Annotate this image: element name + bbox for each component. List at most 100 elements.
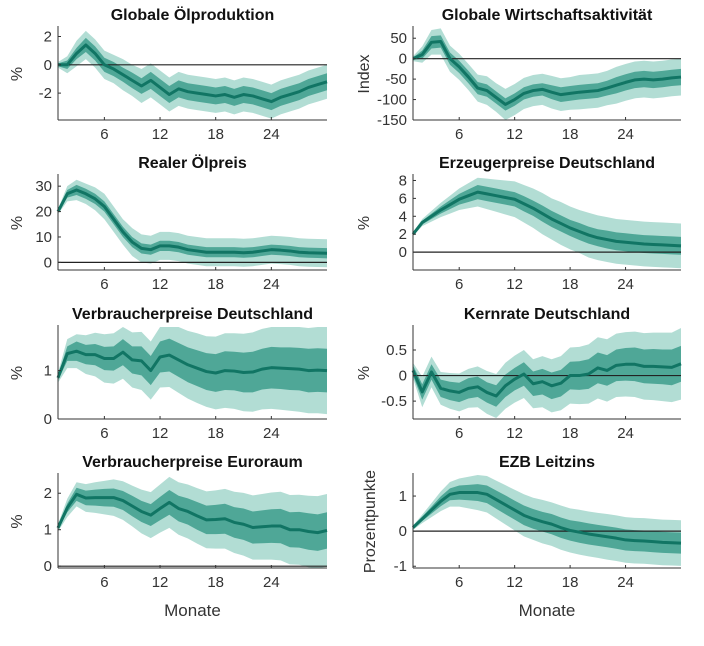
inner-confidence-band [413,184,681,255]
panel-title: Erzeugerpreise Deutschland [439,155,655,172]
y-axis-label: Index [356,54,373,93]
x-tick-label: 18 [207,276,224,293]
x-tick-label: 6 [455,574,463,591]
x-tick-label: 6 [100,276,108,293]
y-tick-label: 0 [44,254,52,271]
median-line [58,43,328,104]
panel-1: 6 12 18 24 -150 -100 -50 0 50 Globale Wirtschafts… [356,7,682,143]
y-tick-label: -0.5 [381,393,407,410]
x-tick-label: 18 [562,276,579,293]
y-tick-label: 0 [44,411,52,428]
y-axis-label: % [9,67,26,81]
x-tick-label: 18 [207,126,224,143]
outer-confidence-band [413,28,681,120]
y-tick-label: 2 [399,226,407,243]
x-tick-label: 18 [207,425,224,442]
median-line [56,492,328,535]
y-tick-label: 0 [44,57,52,74]
y-tick-label: 10 [35,229,52,246]
y-axis-label: Prozentpunkte [362,470,379,573]
y-tick-label: 1 [399,488,407,505]
x-tick-label: 12 [506,126,523,143]
x-tick-label: 6 [455,276,463,293]
x-tick-label: 18 [207,574,224,591]
x-tick-label: 24 [617,425,634,442]
y-tick-label: 1 [44,363,52,380]
x-tick-label: 6 [455,126,463,143]
x-tick-label: 12 [506,276,523,293]
x-tick-label: 12 [152,574,169,591]
x-axis-label: Monate [519,601,576,620]
x-tick-label: 24 [263,574,280,591]
x-tick-label: 18 [562,425,579,442]
y-tick-label: -100 [377,92,407,109]
x-tick-label: 24 [617,126,634,143]
y-tick-label: 4 [399,208,407,225]
y-tick-label: 1 [44,522,52,539]
y-tick-label: 0 [399,368,407,385]
x-tick-label: 18 [562,126,579,143]
y-tick-label: -150 [377,112,407,129]
inner-confidence-band [413,345,681,407]
x-tick-label: 12 [506,574,523,591]
y-tick-label: 2 [44,28,52,45]
median-line [56,349,328,379]
y-tick-label: 50 [390,30,407,47]
y-tick-label: -1 [394,558,407,575]
panel-5: 6 12 18 24 -0.5 0 0.5 Kernrate Deutschland% [356,306,682,442]
median-line [411,491,682,545]
x-tick-label: 24 [263,276,280,293]
outer-confidence-band [58,30,327,119]
panel-title: Verbraucherpreise Deutschland [72,306,313,323]
x-tick-label: 24 [263,425,280,442]
panel-title: Globale Wirtschaftsaktivität [442,7,653,24]
y-tick-label: 6 [399,190,407,207]
y-tick-label: 20 [35,204,52,221]
panel-title: Globale Ölproduktion [111,5,275,24]
x-tick-label: 6 [455,425,463,442]
outer-confidence-band [58,179,327,268]
panel-title: Kernrate Deutschland [464,306,630,323]
x-tick-label: 24 [263,126,280,143]
inner-confidence-band [413,35,681,111]
panel-title: EZB Leitzins [499,454,595,471]
y-axis-label: % [9,366,26,380]
x-tick-label: 24 [617,574,634,591]
y-tick-label: 2 [44,485,52,502]
median-line [411,190,682,248]
y-axis-label: % [9,216,26,230]
y-tick-label: -2 [39,85,52,102]
y-tick-label: 30 [35,178,52,195]
y-tick-label: 0 [399,244,407,261]
x-tick-label: 6 [100,126,108,143]
x-axis-label: Monate [164,601,221,620]
y-axis-label: % [356,366,373,380]
y-tick-label: 0 [399,523,407,540]
x-tick-label: 12 [152,126,169,143]
panel-title: Realer Ölpreis [138,153,247,172]
panel-title: Verbraucherpreise Euroraum [82,454,303,471]
y-tick-label: 0 [399,51,407,68]
x-tick-label: 18 [562,574,579,591]
y-axis-label: % [356,216,373,230]
x-tick-label: 6 [100,425,108,442]
panel-2: 6 12 18 24 0 10 20 30 Realer Ölpreis% [9,153,328,293]
x-tick-label: 12 [152,425,169,442]
panel-7: 6 12 18 24 -1 0 1 EZB Leitzins Prozentpunkte Mona… [362,454,682,620]
median-line [56,188,328,255]
x-tick-label: 24 [617,276,634,293]
x-tick-label: 12 [152,276,169,293]
y-tick-label: 0.5 [386,342,407,359]
panel-0: 6 12 18 24 -2 0 2 Globale Ölproduktion% [9,5,328,143]
x-tick-label: 6 [100,574,108,591]
y-tick-label: 0 [44,558,52,575]
inner-confidence-band [58,37,327,111]
median-line [411,362,682,398]
median-line [412,39,682,106]
y-tick-label: -50 [385,71,407,88]
inner-confidence-band [413,484,681,554]
